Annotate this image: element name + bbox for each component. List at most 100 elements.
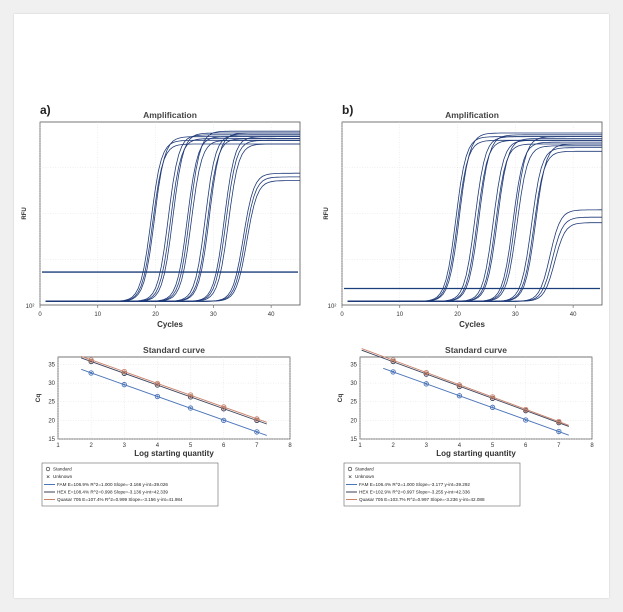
data-point-center bbox=[392, 358, 395, 362]
data-point bbox=[154, 380, 161, 387]
plot-frame bbox=[57, 356, 291, 440]
data-point-center bbox=[222, 419, 225, 422]
y-tick-label: 30 bbox=[48, 381, 55, 387]
amplification-curve bbox=[45, 180, 300, 302]
data-point bbox=[523, 406, 529, 413]
x-tick-label: 40 bbox=[570, 312, 577, 318]
legend-standard-label: Standard bbox=[355, 467, 374, 472]
x-tick-label: 2 bbox=[391, 443, 395, 449]
data-point-center bbox=[189, 406, 192, 410]
legend-unknown-label: Unknown bbox=[53, 474, 73, 479]
y-min-label: 10² bbox=[26, 304, 35, 310]
data-point-center bbox=[425, 382, 428, 385]
data-point-center bbox=[123, 370, 126, 373]
y-axis-label: Cq bbox=[337, 394, 344, 403]
data-point-center bbox=[458, 383, 461, 387]
data-point bbox=[489, 404, 496, 410]
legend-unknown-marker: ✕ bbox=[46, 475, 50, 481]
data-point-center bbox=[524, 408, 527, 411]
data-point-center bbox=[90, 358, 93, 362]
legend-box bbox=[41, 462, 219, 507]
data-point bbox=[523, 417, 529, 423]
data-point-center bbox=[524, 418, 527, 422]
data-point bbox=[187, 405, 194, 411]
legend-unknown-label: Unknown bbox=[355, 474, 375, 479]
data-point-center bbox=[255, 417, 258, 420]
amplification-curve bbox=[347, 222, 602, 302]
data-point bbox=[489, 394, 496, 400]
plot-title: Standard curve bbox=[143, 345, 205, 355]
data-point-center bbox=[491, 395, 494, 398]
data-point bbox=[456, 393, 463, 399]
data-point bbox=[556, 428, 562, 435]
regression-line bbox=[361, 349, 569, 427]
plot-title: Standard curve bbox=[445, 345, 507, 355]
data-point-center bbox=[123, 383, 126, 386]
data-point bbox=[121, 381, 127, 388]
x-tick-label: 6 bbox=[222, 443, 226, 449]
y-axis-label: RFU bbox=[324, 207, 330, 219]
y-tick-label: 35 bbox=[350, 362, 357, 368]
regression-line bbox=[361, 348, 569, 426]
data-point-center bbox=[222, 405, 225, 409]
data-point bbox=[423, 381, 429, 387]
x-tick-label: 4 bbox=[156, 443, 160, 449]
legend-standard-marker bbox=[347, 466, 353, 472]
x-tick-label: 3 bbox=[425, 443, 429, 449]
x-axis-label: Log starting quantity bbox=[436, 449, 516, 458]
regression-line bbox=[383, 367, 569, 436]
panel-label: b) bbox=[342, 103, 353, 117]
y-tick-label: 20 bbox=[48, 418, 55, 424]
figure-card: a) Amplification 0 10 20 30 40 10² Cycles RFU b) Am… bbox=[14, 14, 609, 598]
x-tick-label: 1 bbox=[358, 443, 362, 449]
data-point-center bbox=[255, 430, 258, 434]
regression-line bbox=[81, 368, 267, 436]
legend-entry: HEX E=102.9% R^2=0.997 Slope=-3.255 y-in… bbox=[359, 490, 470, 495]
data-point bbox=[556, 418, 562, 425]
regression-line bbox=[81, 357, 267, 425]
data-point bbox=[254, 429, 260, 435]
x-tick-label: 3 bbox=[123, 443, 127, 449]
data-point-center bbox=[90, 371, 93, 375]
x-axis-label: Cycles bbox=[157, 320, 183, 329]
x-tick-label: 30 bbox=[210, 312, 217, 318]
x-tick-label: 2 bbox=[89, 443, 93, 449]
y-tick-label: 15 bbox=[48, 437, 55, 443]
plot-frame bbox=[359, 356, 593, 440]
data-point-center bbox=[156, 395, 159, 398]
y-axis-label: RFU bbox=[22, 207, 28, 219]
plot-title: Amplification bbox=[445, 110, 499, 120]
y-tick-label: 15 bbox=[350, 437, 357, 443]
x-tick-label: 10 bbox=[94, 312, 101, 318]
x-tick-label: 7 bbox=[255, 443, 259, 449]
legend-entry: HEX E=108.4% R^2=0.998 Slope=-3.136 y-in… bbox=[57, 490, 168, 495]
x-tick-label: 20 bbox=[454, 312, 461, 318]
legend-box bbox=[343, 462, 521, 507]
x-tick-label: 1 bbox=[56, 443, 60, 449]
x-axis-label: Log starting quantity bbox=[134, 449, 214, 458]
data-point bbox=[88, 370, 94, 376]
data-point bbox=[121, 368, 127, 375]
x-tick-label: 30 bbox=[512, 312, 519, 318]
x-tick-label: 4 bbox=[458, 443, 462, 449]
regression-line bbox=[81, 355, 267, 423]
data-point bbox=[390, 369, 396, 375]
x-tick-label: 0 bbox=[38, 312, 42, 318]
x-tick-label: 7 bbox=[557, 443, 561, 449]
x-tick-label: 5 bbox=[189, 443, 193, 449]
data-point bbox=[390, 357, 396, 363]
plot-title: Amplification bbox=[143, 110, 197, 120]
x-tick-label: 8 bbox=[590, 443, 594, 449]
data-point-center bbox=[491, 406, 494, 409]
data-point-center bbox=[458, 394, 461, 397]
legend-entry: FAM E=106.9% R^2=1.000 Slope=-3.166 y-in… bbox=[57, 482, 168, 487]
data-point-center bbox=[392, 370, 395, 374]
data-point bbox=[423, 370, 429, 376]
x-tick-label: 5 bbox=[491, 443, 495, 449]
data-point-center bbox=[425, 371, 428, 374]
x-axis-label: Cycles bbox=[459, 320, 485, 329]
y-tick-label: 30 bbox=[350, 381, 357, 387]
data-point bbox=[154, 393, 161, 400]
x-tick-label: 0 bbox=[340, 312, 344, 318]
